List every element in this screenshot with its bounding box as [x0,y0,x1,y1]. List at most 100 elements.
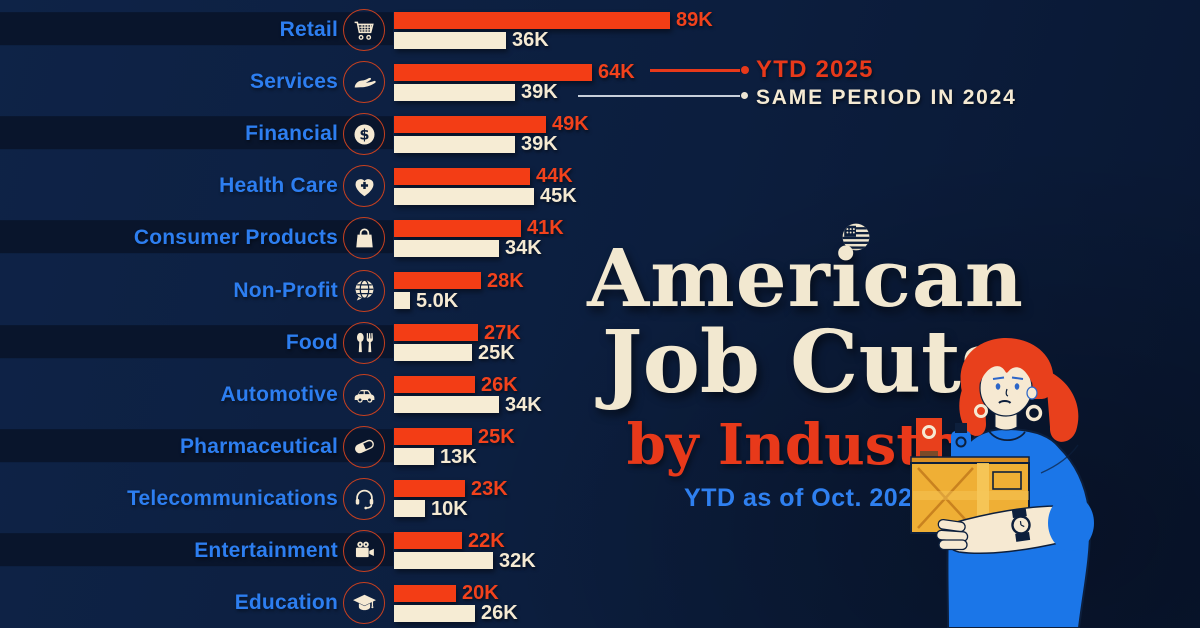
bar-chart: Retail 89K 36K Services 64K 39K Financial $49K 3… [0,4,1200,628]
bar-2024 [394,292,410,310]
bar-ytd-2025 [394,167,530,185]
industry-row-non-profit: Non-Profit 28K 5.0K [0,264,1200,316]
industry-row-education: Education 20K 26K [0,577,1200,628]
industry-row-services: Services 64K 39K [0,56,1200,108]
bar-pair: 41K 34K [394,217,564,260]
bar-ytd-2025 [394,219,521,237]
industry-label: Automotive [220,382,338,406]
industry-label: Services [249,70,338,94]
industry-label: Education [234,591,338,615]
bar-ytd-2025 [394,376,475,394]
car-icon [343,373,385,416]
value-ytd-2025: 44K [536,165,573,188]
laid-off-worker-illustration [893,333,1109,628]
industry-row-consumer-products: Consumer Products 41K 34K [0,212,1200,264]
bar-pair: 44K 45K [394,165,577,208]
industry-label: Food [285,330,338,354]
bar-2024 [394,604,475,622]
bar-ytd-2025 [394,428,472,446]
value-ytd-2025: 64K [598,61,635,84]
value-2024: 5.0K [416,289,459,312]
page-title-line1: American [587,231,1024,325]
value-ytd-2025: 22K [468,529,505,552]
bar-2024 [394,344,472,362]
bar-2024 [394,83,515,101]
pill-icon [343,425,385,468]
video-icon [343,529,385,572]
headset-icon [343,477,385,520]
bar-pair: 23K 10K [394,479,508,520]
grad-cap-icon [343,582,385,625]
industry-label: Telecommunications [127,486,338,510]
value-2024: 13K [440,445,477,468]
industry-row-food: Food 27K 25K [0,317,1200,369]
globe-icon [343,269,385,312]
value-2024: 39K [521,81,558,104]
value-2024: 25K [478,341,515,364]
bar-2024 [394,135,515,153]
value-ytd-2025: 26K [481,373,518,396]
bar-ytd-2025 [394,115,546,133]
bar-2024 [394,239,499,257]
value-2024: 34K [505,237,542,260]
value-2024: 26K [481,602,518,625]
value-2024: 32K [499,549,536,572]
bar-2024 [394,448,434,466]
industry-label: Non-Profit [233,278,338,302]
bar-pair: 64K 39K [394,61,635,104]
bar-ytd-2025 [394,324,478,342]
industry-label: Pharmaceutical [179,434,338,458]
industry-label: Entertainment [194,538,338,562]
value-2024: 36K [512,29,549,52]
value-ytd-2025: 20K [462,582,499,605]
industry-label: Health Care [219,174,338,198]
bar-pair: 25K 13K [394,425,515,468]
industry-label: Consumer Products [133,226,338,250]
value-2024: 45K [540,185,577,208]
bar-ytd-2025 [394,532,462,550]
bar-2024 [394,31,506,49]
utensils-icon [343,321,385,364]
bar-pair: 49K 39K [394,113,589,156]
us-flag-logo-icon [841,222,871,252]
bar-ytd-2025 [394,11,670,29]
bar-ytd-2025 [394,63,592,81]
industry-row-automotive: Automotive 26K 34K [0,369,1200,421]
bar-pair: 26K 34K [394,373,542,416]
value-ytd-2025: 41K [527,217,564,240]
bar-ytd-2025 [394,272,481,290]
title-block: American Job Cuts by Industry YTD as of … [518,231,1093,513]
bar-2024 [394,500,425,518]
page-subtitle: YTD as of Oct. 2025 [684,484,927,513]
industry-row-pharmaceutical: Pharmaceutical 25K 13K [0,421,1200,473]
industry-label: Retail [279,18,338,42]
industry-row-retail: Retail 89K 36K [0,4,1200,56]
value-ytd-2025: 49K [552,113,589,136]
value-ytd-2025: 28K [487,269,524,292]
industry-row-entertainment: Entertainment 22K 32K [0,525,1200,577]
industry-row-financial: Financial $49K 39K [0,108,1200,160]
value-ytd-2025: 89K [676,9,713,32]
value-2024: 39K [521,133,558,156]
bar-pair: 89K 36K [394,9,713,52]
value-ytd-2025: 25K [478,425,515,448]
value-ytd-2025: 27K [484,321,521,344]
value-2024: 34K [505,393,542,416]
cart-icon [343,9,385,52]
bar-2024 [394,187,534,205]
bar-2024 [394,396,499,414]
bar-ytd-2025 [394,584,456,602]
bar-pair: 28K 5.0K [394,269,524,312]
bar-pair: 20K 26K [394,582,518,625]
value-2024: 10K [431,497,468,520]
heart-icon [343,165,385,208]
dollar-icon: $ [343,113,385,156]
bar-pair: 27K 25K [394,321,521,364]
page-title-line2: Job Cuts [601,311,1010,413]
industry-row-health-care: Health Care 44K 45K [0,160,1200,212]
bag-icon [343,217,385,260]
bar-pair: 22K 32K [394,529,536,572]
industry-label: Financial [245,122,338,146]
bar-2024 [394,552,493,570]
